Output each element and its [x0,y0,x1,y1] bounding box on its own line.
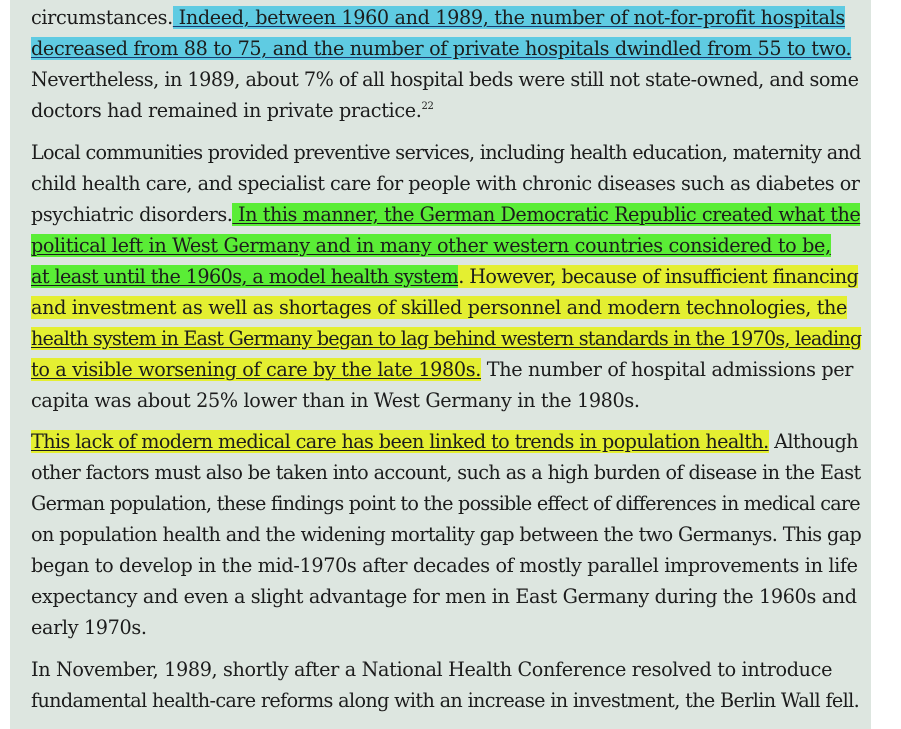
text-line: psychiatric disorders. In this manner, t… [31,199,861,230]
text-line: Local communities provided preventive se… [31,140,861,164]
text-span: Although [768,430,858,453]
text-line: began to develop in the mid-1970s after … [31,554,858,577]
highlight-cyan: decreased from 88 to 75, and the number … [31,37,852,60]
text-line: Nevertheless, in 1989, about 7% of all h… [31,68,859,91]
text-span: The number of hospital admissions per [481,357,854,381]
text-line: early 1970s. [31,616,147,639]
highlight-yellow: This lack of modern medical care has bee… [31,430,769,453]
text-line: fundamental health-care reforms along wi… [31,688,860,712]
text-line: on population health and the widening mo… [31,523,862,546]
text-line: In November, 1989, shortly after a Natio… [31,657,833,681]
text-line: and investment as well as shortages of s… [31,292,861,323]
text-span: psychiatric disorders. [31,202,233,226]
text-line: capita was about 25% lower than in West … [31,388,640,412]
highlight-green: political left in West Germany and in ma… [31,233,831,257]
paragraph-hospitals: circumstances. Indeed, between 1960 and … [31,2,861,126]
text-line: This lack of modern medical care has bee… [31,426,861,457]
text-line: health system in East Germany began to l… [31,323,862,354]
text-line: to a visible worsening of care by the la… [31,354,861,385]
paragraph-population-health: This lack of modern medical care has bee… [31,426,862,643]
reference-superscript: 22 [421,101,434,112]
document-page: circumstances. Indeed, between 1960 and … [10,0,871,729]
text-line: at least until the 1960s, a model health… [31,261,861,292]
text-line: German population, these findings point … [31,492,861,515]
text-line: doctors had remained in private practice… [31,95,861,126]
text-span: circumstances. [31,6,173,29]
text-line: circumstances. Indeed, between 1960 and … [31,2,861,33]
text-line: other factors must also be taken into ac… [31,461,861,484]
text-line: expectancy and even a slight advantage f… [31,585,857,608]
highlight-yellow: and investment as well as shortages of s… [31,295,848,319]
highlight-yellow: to a visible worsening of care by the la… [31,357,481,381]
paragraph-gap [31,416,861,427]
highlight-yellow: health system in East Germany began to l… [31,326,862,350]
text-line: decreased from 88 to 75, and the number … [31,33,861,64]
highlight-cyan: Indeed, between 1960 and 1989, the numbe… [172,6,845,29]
text-line: child health care, and specialist care f… [31,171,860,195]
highlight-yellow: . However, because of insufficient finan… [458,264,859,288]
paragraph-gap [31,126,861,137]
text-line: political left in West Germany and in ma… [31,230,861,261]
text-span: doctors had remained in private practice… [31,99,422,122]
highlight-green: In this manner, the German Democratic Re… [232,202,861,226]
paragraph-berlin-wall: In November, 1989, shortly after a Natio… [31,654,861,716]
paragraph-gap [31,643,861,654]
highlight-green: at least until the 1960s, a model health… [31,264,459,288]
paragraph-local-communities: Local communities provided preventive se… [31,137,862,416]
article-body: circumstances. Indeed, between 1960 and … [31,2,862,716]
